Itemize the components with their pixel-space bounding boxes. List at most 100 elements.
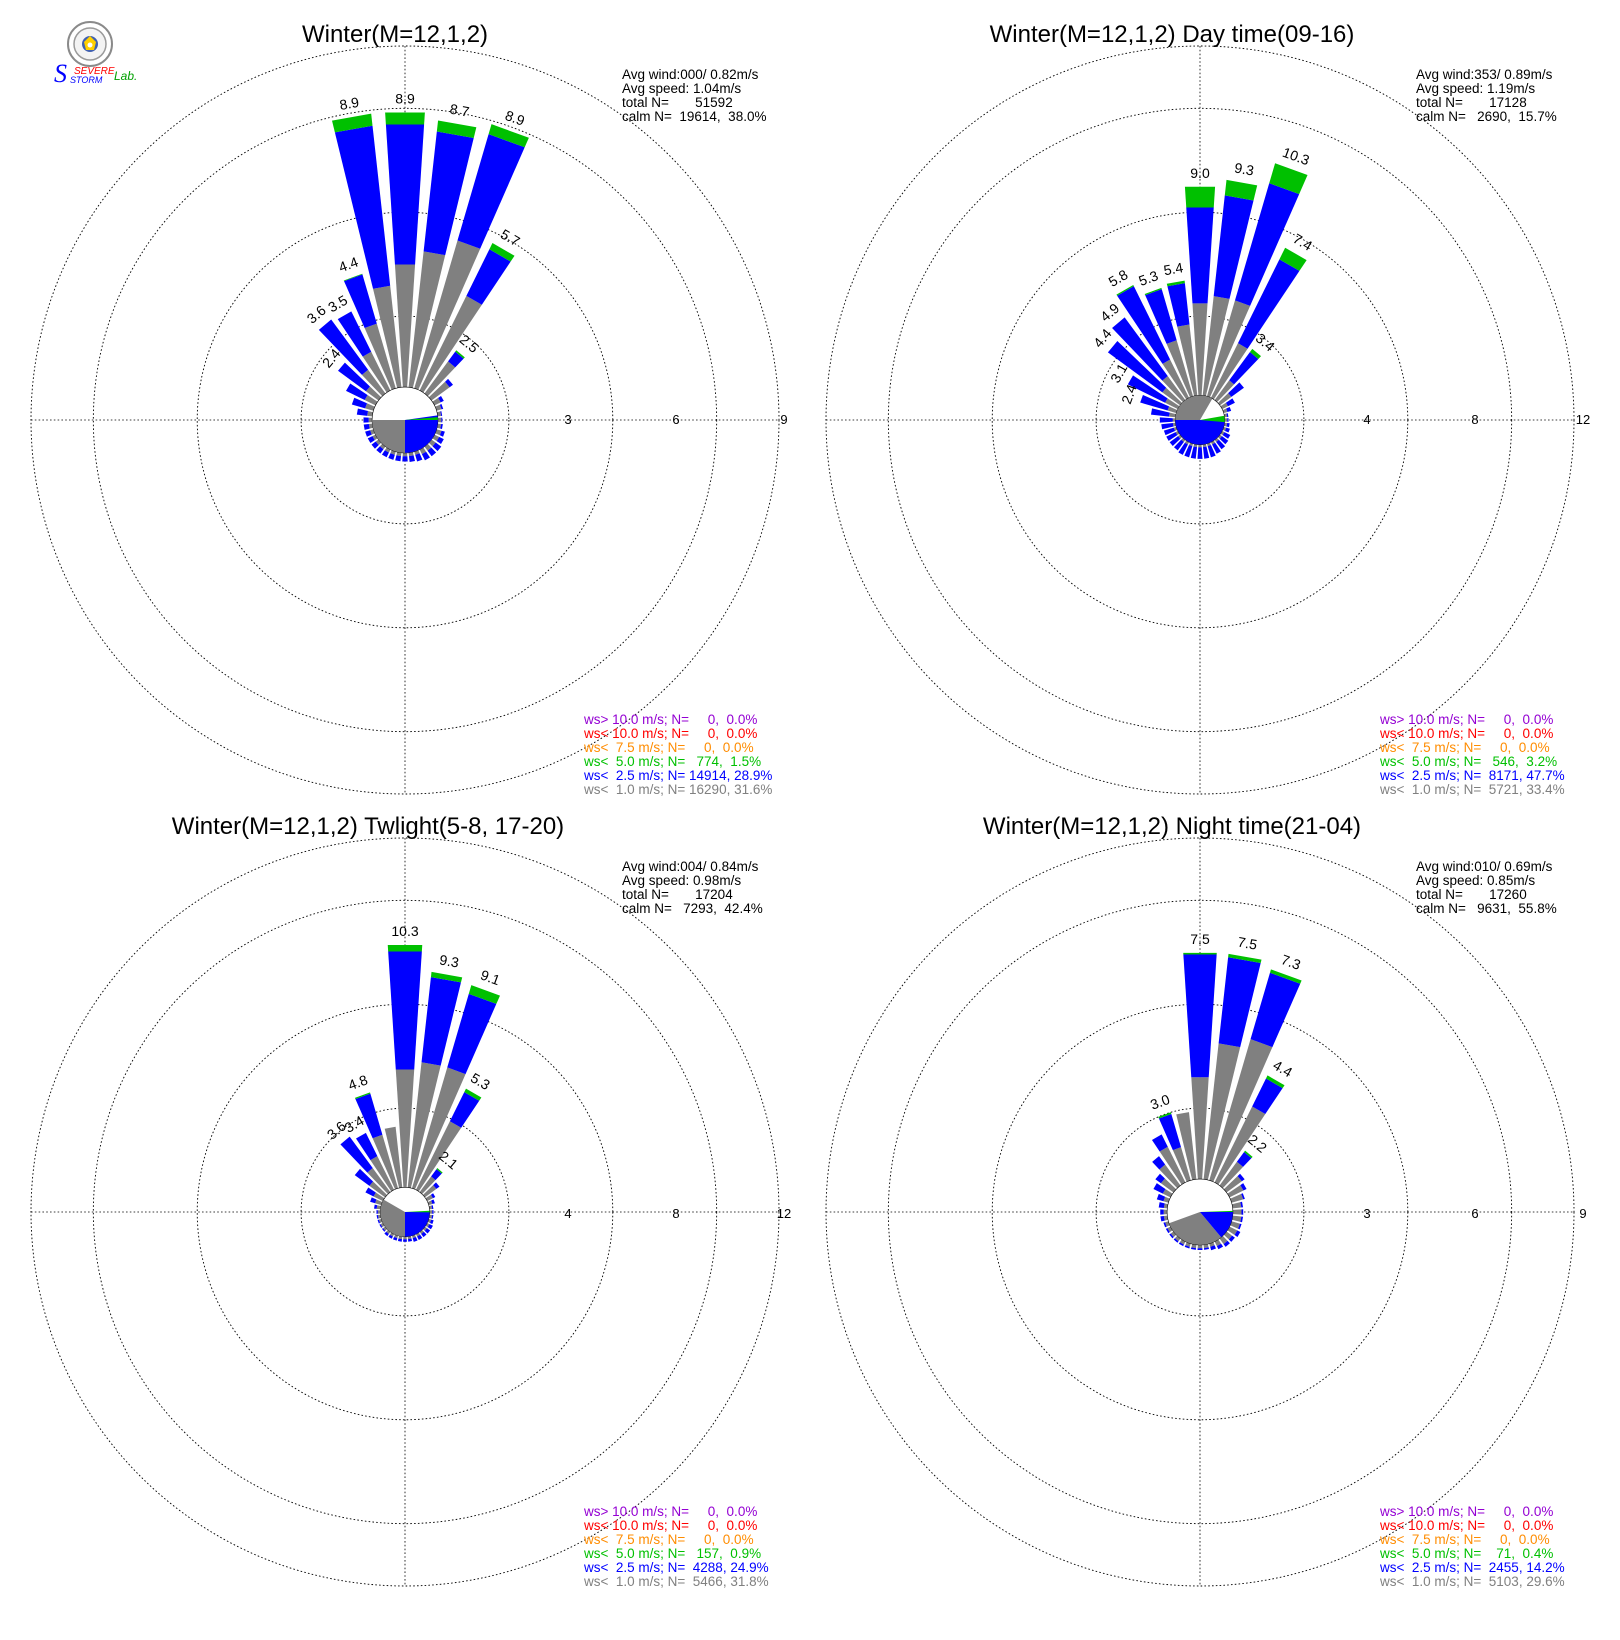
bar-segment-lt1 [436, 423, 442, 429]
bar-segment-lt1 [415, 1121, 462, 1192]
bar-segment-lt2_5 [402, 456, 408, 462]
bar-segment-lt1 [429, 1210, 433, 1214]
bar-segment-lt2_5 [1184, 1245, 1190, 1249]
bar-segment-lt2_5 [1112, 317, 1168, 381]
bar-segment-lt1 [1159, 1164, 1181, 1189]
bar-segment-lt2_5 [1234, 183, 1300, 306]
bar-segment-lt1 [419, 295, 482, 393]
bar-segment-lt1 [1174, 1235, 1181, 1242]
bar-segment-lt1 [1217, 393, 1232, 406]
legend-entry: ws< 10.0 m/s; N= 0, 0.0% [583, 726, 757, 741]
bar-value-label: 4.4 [1090, 325, 1115, 350]
bar-segment-lt2_5 [412, 1236, 418, 1242]
bar-segment-lt5 [1144, 287, 1162, 296]
bar-segment-lt5 [436, 1168, 443, 1174]
bar-segment-lt2_5 [421, 451, 430, 461]
legend-entry: ws< 2.5 m/s; N= 4288, 24.9% [583, 1560, 769, 1575]
bar-segment-lt2_5 [1197, 447, 1203, 459]
bar-segment-lt2_5 [1178, 1242, 1184, 1247]
bar-segment-lt1 [1197, 1244, 1203, 1249]
info-line: Avg wind:000/ 0.82m/s [622, 67, 759, 82]
bar-segment-lt1 [408, 251, 446, 389]
legend: ws> 10.0 m/s; N= 0, 0.0% ws< 10.0 m/s; N… [1379, 1504, 1565, 1589]
bar-segment-lt1 [428, 1205, 433, 1210]
bar-value-label: 5.4 [1162, 259, 1184, 278]
bar-segment-lt2_5 [1178, 442, 1188, 455]
bar-segment-lt2_5 [1197, 1248, 1203, 1251]
ring-label: 4 [1363, 412, 1370, 427]
bar-segment-lt1 [1214, 380, 1235, 403]
bar-segment-lt1 [1219, 1235, 1228, 1245]
bar-segment-lt1 [368, 423, 374, 429]
legend-entry: ws< 7.5 m/s; N= 0, 0.0% [1379, 740, 1550, 755]
bar-segment-lt2_5 [1160, 1215, 1165, 1222]
bar-segment-lt1 [1176, 1112, 1197, 1181]
bar-segment-lt1 [1165, 398, 1180, 410]
bar-segment-lt2_5 [440, 423, 443, 430]
info-line: total N= 17260 [1416, 887, 1527, 902]
bar-segment-lt1 [1202, 443, 1207, 448]
bar-value-label: 9.3 [1233, 159, 1255, 178]
bar-segment-lt5 [1116, 284, 1134, 296]
info-line: Avg wind:010/ 0.69m/s [1416, 859, 1553, 874]
bar-value-label: 8.9 [338, 94, 360, 113]
bar-segment-lt1 [1159, 1146, 1186, 1185]
bar-segment-lt2_5 [376, 446, 384, 454]
bar-value-label: 2.4 [1118, 382, 1140, 406]
panel-title: Winter(M=12,1,2) Day time(09-16) [990, 21, 1355, 48]
bar-segment-lt1 [1191, 1077, 1209, 1180]
bar-segment-lt1 [367, 1168, 391, 1195]
bar-segment-lt2_5 [1222, 432, 1231, 439]
bar-segment-lt2_5 [1240, 1216, 1244, 1223]
info-line: total N= 51592 [622, 95, 733, 110]
calm-slice-lt5 [1200, 1210, 1233, 1212]
bar-segment-lt2_5 [1226, 413, 1229, 418]
info-line: Avg speed: 0.98m/s [622, 873, 741, 888]
info-line: calm N= 19614, 38.0% [622, 109, 766, 124]
logo-storm-text: STORM [70, 75, 103, 85]
bar-segment-lt2_5 [466, 249, 511, 305]
bar-segment-lt2_5 [431, 1205, 434, 1210]
bar-segment-lt2_5 [415, 453, 423, 462]
bar-segment-lt2_5 [1241, 1209, 1244, 1215]
bars-layer [318, 112, 529, 462]
bar-segment-lt1 [419, 1176, 436, 1195]
bar-segment-lt1 [379, 443, 386, 450]
bar-segment-lt1 [1219, 1161, 1244, 1189]
bar-segment-lt1 [362, 351, 391, 393]
bar-segment-lt2_5 [363, 417, 369, 423]
bar-segment-lt5 [387, 945, 423, 952]
bar-segment-lt2_5 [1210, 1245, 1217, 1251]
bar-segment-lt2_5 [318, 319, 369, 375]
calm-slice-lt2_5 [405, 1212, 430, 1237]
ring-label: 9 [780, 412, 787, 427]
legend-entry: ws< 5.0 m/s; N= 71, 0.4% [1379, 1546, 1553, 1561]
bar-segment-lt2_5 [1207, 444, 1216, 458]
bar-segment-lt2_5 [346, 383, 368, 401]
legend-entry: ws< 7.5 m/s; N= 0, 0.0% [583, 740, 754, 755]
bar-value-label: 3.6 [304, 302, 329, 327]
bar-segment-lt2_5 [356, 1132, 378, 1161]
bar-segment-lt2_5 [1158, 1202, 1165, 1209]
bar-segment-lt2_5 [439, 403, 444, 410]
bar-segment-lt2_5 [429, 1219, 434, 1225]
bar-segment-lt1 [1162, 387, 1183, 406]
bar-segment-lt2_5 [374, 1204, 378, 1209]
legend-entry: ws< 2.5 m/s; N= 8171, 47.7% [1379, 768, 1565, 783]
ring-label: 6 [672, 412, 679, 427]
bar-segment-lt2_5 [381, 450, 389, 458]
bar-segment-lt1 [1177, 324, 1198, 397]
bar-segment-lt2_5 [1173, 439, 1184, 451]
bar-segment-lt2_5 [1236, 1151, 1252, 1167]
bar-segment-lt2_5 [1163, 427, 1176, 436]
bar-segment-lt1 [380, 1222, 385, 1228]
bar-segment-lt5 [354, 1092, 371, 1100]
legend-entry: ws> 10.0 m/s; N= 0, 0.0% [583, 1504, 757, 1519]
calm-slice-lt2_5 [1200, 1212, 1233, 1238]
bar-segment-lt1 [1209, 1039, 1273, 1182]
bar-segment-lt5 [1244, 1150, 1253, 1159]
bar-segment-lt2_5 [1145, 289, 1177, 344]
bar-segment-lt2_5 [1250, 972, 1301, 1048]
bar-segment-lt2_5 [363, 423, 370, 430]
